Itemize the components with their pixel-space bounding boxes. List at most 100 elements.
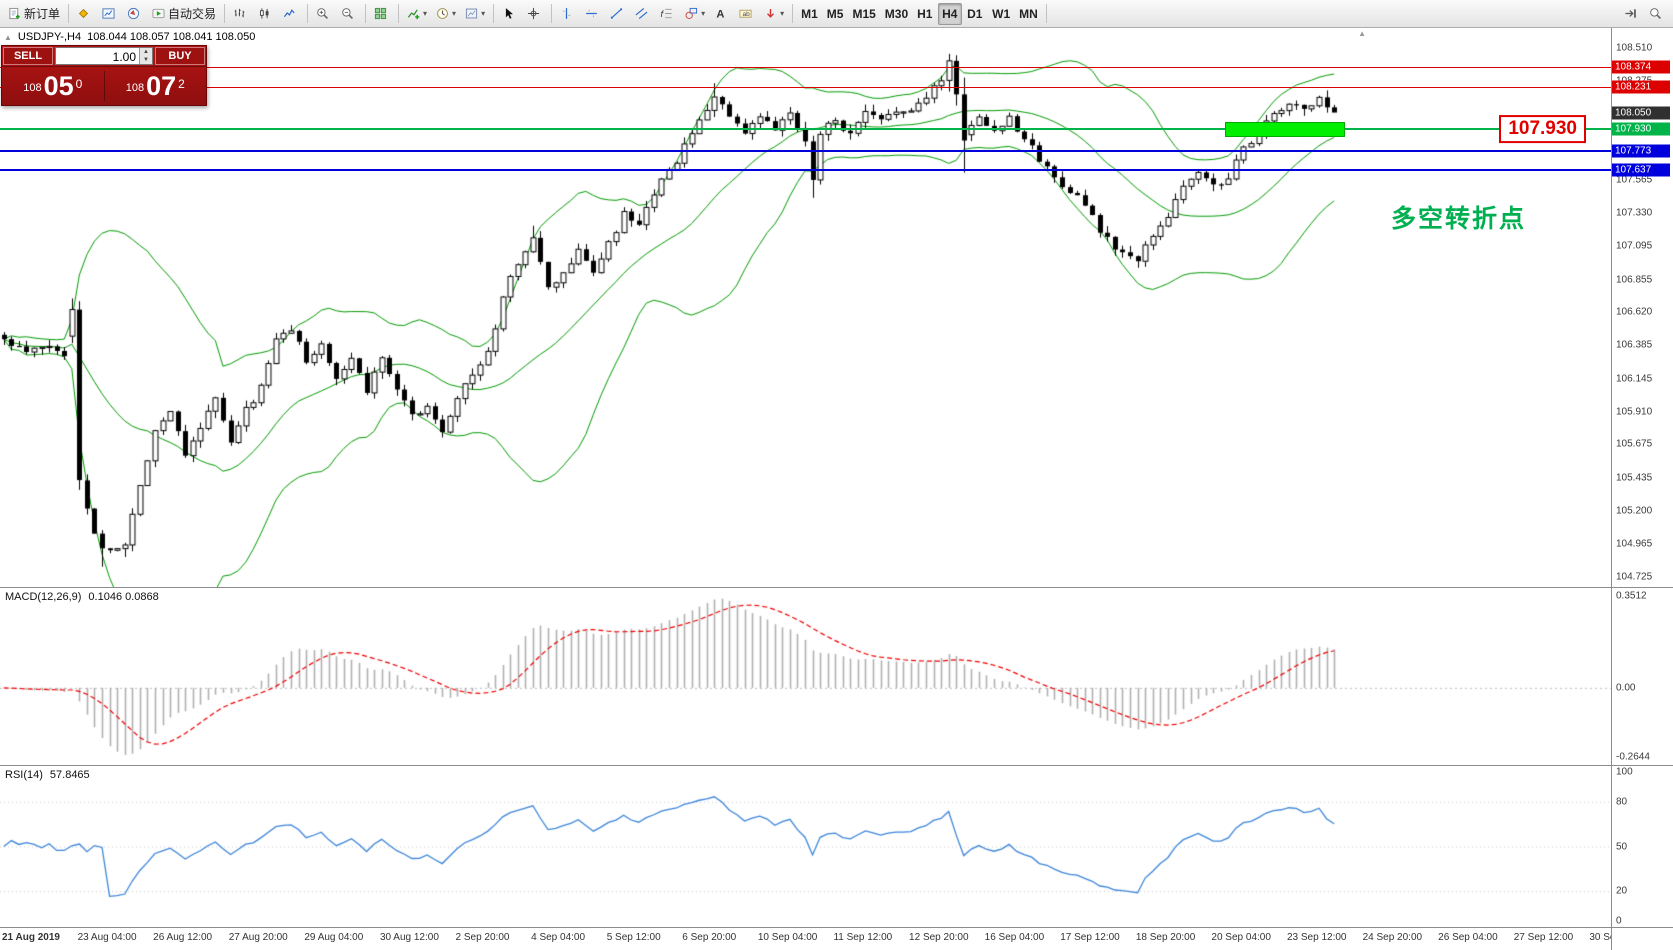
equidistant-channel-button[interactable] xyxy=(631,3,655,25)
time-axis[interactable]: 21 Aug 2019 23 Aug 04:00 26 Aug 12:00 27 Au… xyxy=(0,928,1673,950)
auto-trading-button[interactable]: 自动交易 xyxy=(148,3,220,25)
time-label[interactable]: 12 Sep 20:00 xyxy=(909,932,969,943)
rsi-axis-tick: 100 xyxy=(1616,766,1633,778)
macd-canvas xyxy=(0,588,1611,765)
time-label[interactable]: 26 Aug 12:00 xyxy=(153,932,213,943)
timeframe-mn-button[interactable]: MN xyxy=(1015,3,1042,25)
symbol-label: USDJPY-,H4 xyxy=(17,31,82,43)
vertical-line-button[interactable] xyxy=(556,3,580,25)
new-chart-icon xyxy=(102,7,115,20)
timeframe-m5-button[interactable]: M5 xyxy=(823,3,848,25)
sell-button[interactable]: SELL xyxy=(3,47,53,65)
shapes-button[interactable]: ▾ xyxy=(681,3,709,25)
chart-shift-button[interactable] xyxy=(1620,3,1644,25)
timeframe-h1-button[interactable]: H1 xyxy=(913,3,937,25)
time-label[interactable]: 24 Sep 20:00 xyxy=(1362,932,1423,943)
macd-axis[interactable]: 0.3512 0.00 -0.2644 xyxy=(1611,588,1673,765)
time-label[interactable]: 23 Aug 04:00 xyxy=(77,932,137,943)
time-label[interactable]: 23 Sep 12:00 xyxy=(1286,932,1347,943)
one-click-collapse-icon[interactable]: ▲ xyxy=(4,32,12,42)
price-axis[interactable]: 108.510108.275107.565107.330107.095106.8… xyxy=(1611,28,1673,587)
zoom-in-icon xyxy=(316,7,329,20)
arrows-button[interactable]: ▾ xyxy=(760,3,788,25)
toolbar-separator xyxy=(551,4,553,23)
periods-button[interactable]: ▾ xyxy=(432,3,460,25)
zoom-out-button[interactable] xyxy=(337,3,361,25)
price-chart-plot[interactable]: ▲ USDJPY-,H4 108.044 108.057 108.041 108… xyxy=(0,28,1611,587)
search-button[interactable] xyxy=(1645,3,1669,25)
volume-spinner[interactable]: ▲ ▼ xyxy=(139,48,152,64)
support-line-2[interactable] xyxy=(0,169,1611,172)
rsi-axis[interactable]: 100 80 50 20 0 xyxy=(1611,766,1673,927)
shapes-icon xyxy=(685,7,698,20)
new-chart-button[interactable] xyxy=(98,3,122,25)
bar-chart-icon xyxy=(233,7,246,20)
vline-icon xyxy=(560,7,573,20)
time-label[interactable]: 27 Sep 12:00 xyxy=(1513,932,1574,943)
volume-down-icon[interactable]: ▼ xyxy=(140,56,152,64)
macd-axis-tick: 0.00 xyxy=(1616,682,1636,694)
time-label[interactable]: 16 Sep 04:00 xyxy=(984,932,1045,943)
chart-shift-marker[interactable]: ▲ xyxy=(1358,29,1366,38)
timeframe-m15-button[interactable]: M15 xyxy=(848,3,879,25)
time-label[interactable]: 18 Sep 20:00 xyxy=(1135,932,1196,943)
time-label[interactable]: 26 Sep 04:00 xyxy=(1438,932,1498,943)
buy-price[interactable]: 108 07 2 xyxy=(105,72,207,100)
time-label[interactable]: 27 Aug 20:00 xyxy=(228,932,288,943)
time-label[interactable]: 11 Sep 12:00 xyxy=(833,932,893,943)
templates-button[interactable]: ▾ xyxy=(461,3,489,25)
macd-plot[interactable]: MACD(12,26,9) 0.1046 0.0868 xyxy=(0,588,1611,765)
market-watch-button[interactable] xyxy=(73,3,97,25)
time-label[interactable]: 20 Sep 04:00 xyxy=(1211,932,1271,943)
search-icon xyxy=(1649,7,1662,20)
time-label[interactable]: 2 Sep 20:00 xyxy=(455,932,510,943)
sell-price[interactable]: 108 05 0 xyxy=(2,72,104,100)
resistance-line-1[interactable] xyxy=(0,66,1611,68)
time-label[interactable]: 5 Sep 12:00 xyxy=(606,932,661,943)
annotation-text[interactable]: 多空转折点 xyxy=(1390,205,1526,234)
navigator-button[interactable] xyxy=(123,3,147,25)
macd-panel: MACD(12,26,9) 0.1046 0.0868 0.3512 0.00 -0.… xyxy=(0,588,1673,766)
time-axis-labels[interactable]: 21 Aug 2019 23 Aug 04:00 26 Aug 12:00 27 Au… xyxy=(0,928,1611,950)
timeframe-m15-button-label: M15 xyxy=(852,6,876,21)
timeframe-h1-button-label: H1 xyxy=(917,6,933,21)
timeframe-d1-button[interactable]: D1 xyxy=(963,3,987,25)
trendline-button[interactable] xyxy=(606,3,630,25)
timeframe-w1-button[interactable]: W1 xyxy=(988,3,1014,25)
time-label[interactable]: 10 Sep 04:00 xyxy=(757,932,818,943)
time-label[interactable]: 30 Aug 12:00 xyxy=(379,932,439,943)
time-label[interactable]: 4 Sep 04:00 xyxy=(531,932,586,943)
buy-button[interactable]: BUY xyxy=(155,47,205,65)
text-button[interactable]: A xyxy=(710,3,734,25)
price-tag-label[interactable]: 107.930 xyxy=(1499,115,1586,144)
cursor-button[interactable] xyxy=(498,3,522,25)
volume-up-icon[interactable]: ▲ xyxy=(140,48,152,56)
volume-value[interactable]: 1.00 xyxy=(112,50,136,64)
text-label-button[interactable]: ab xyxy=(735,3,759,25)
timeframe-h4-button[interactable]: H4 xyxy=(938,2,963,25)
time-label[interactable]: 6 Sep 20:00 xyxy=(682,932,737,943)
crosshair-button[interactable] xyxy=(523,3,547,25)
new-order-button[interactable]: 新订单 xyxy=(4,3,64,25)
bar-chart-button[interactable] xyxy=(229,3,253,25)
indicators-button[interactable]: ▾ xyxy=(403,3,431,25)
time-label[interactable]: 30 Sep 20:00 xyxy=(1589,932,1611,943)
timeframe-m1-button[interactable]: M1 xyxy=(797,3,822,25)
line-chart-button[interactable] xyxy=(279,3,303,25)
candlestick-chart-button[interactable] xyxy=(254,3,278,25)
time-label[interactable]: 29 Aug 04:00 xyxy=(304,932,364,943)
resistance-line-2[interactable] xyxy=(0,86,1611,88)
pivot-line[interactable] xyxy=(0,128,1611,131)
support-line-1[interactable] xyxy=(0,150,1611,153)
horizontal-line-button[interactable] xyxy=(581,3,605,25)
fibonacci-button[interactable]: f xyxy=(656,3,680,25)
highlight-zone[interactable] xyxy=(1224,121,1346,138)
time-label[interactable]: 17 Sep 12:00 xyxy=(1060,932,1120,943)
timeframe-m30-button[interactable]: M30 xyxy=(881,3,912,25)
rsi-axis-tick: 0 xyxy=(1616,915,1622,927)
tile-windows-button[interactable] xyxy=(370,3,394,25)
time-label[interactable]: 21 Aug 2019 xyxy=(2,932,60,943)
volume-field[interactable]: 1.00 ▲ ▼ xyxy=(55,47,153,65)
zoom-in-button[interactable] xyxy=(312,3,336,25)
rsi-plot[interactable]: RSI(14) 57.8465 xyxy=(0,766,1611,927)
